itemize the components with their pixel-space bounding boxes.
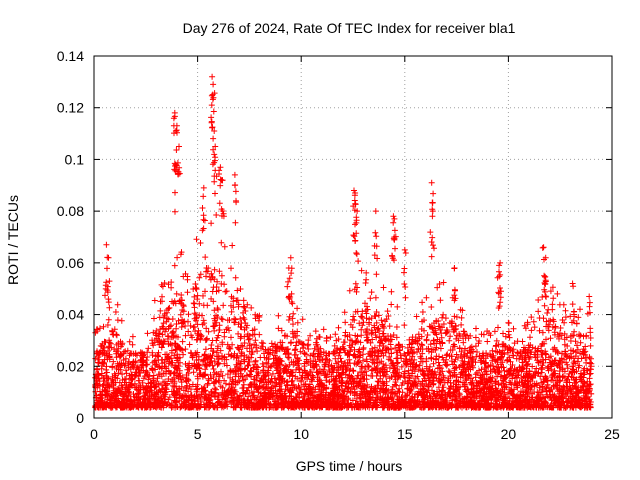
x-axis-label: GPS time / hours xyxy=(296,458,403,474)
roti-points xyxy=(92,73,595,411)
y-tick-label: 0.02 xyxy=(57,358,84,374)
x-tick-label: 20 xyxy=(501,426,517,442)
y-tick-label: 0.08 xyxy=(57,203,84,219)
y-tick-label: 0.14 xyxy=(57,48,84,64)
x-tick-label: 5 xyxy=(194,426,202,442)
y-tick-label: 0.1 xyxy=(65,151,85,167)
x-tick-label: 15 xyxy=(397,426,413,442)
plot-frame xyxy=(93,55,613,419)
data-points xyxy=(92,73,595,411)
y-tick-label: 0.06 xyxy=(57,255,84,271)
tick-labels: 0 5 10 15 20 25 0 0.02 0.04 0.06 0.08 0.1 0.12 0.14 xyxy=(57,48,620,442)
chart-title: Day 276 of 2024, Rate Of TEC Index for r… xyxy=(183,20,516,36)
x-tick-label: 0 xyxy=(90,426,98,442)
y-tick-label: 0.12 xyxy=(57,100,84,116)
axes xyxy=(93,55,613,419)
grid-lines xyxy=(94,56,612,418)
x-tick-label: 10 xyxy=(293,426,309,442)
y-axis-label: ROTI / TECUs xyxy=(5,195,21,285)
x-tick-label: 25 xyxy=(604,426,620,442)
y-tick-label: 0.04 xyxy=(57,307,84,323)
y-tick-label: 0 xyxy=(76,410,84,426)
